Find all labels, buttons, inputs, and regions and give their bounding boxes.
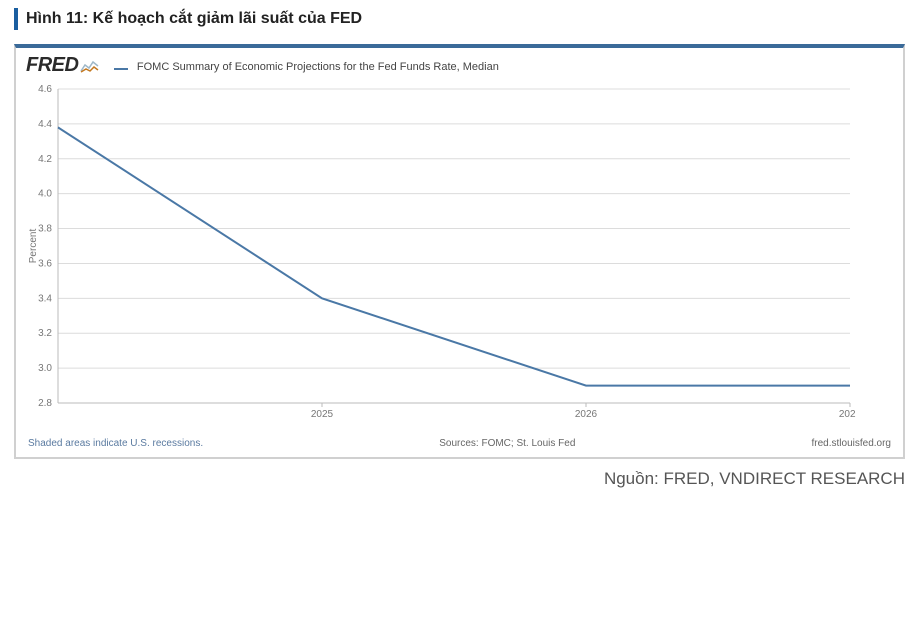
chart-footer: Shaded areas indicate U.S. recessions. S… <box>16 434 903 457</box>
svg-text:4.0: 4.0 <box>38 189 52 200</box>
footer-url: fred.stlouisfed.org <box>812 438 892 449</box>
svg-text:2026: 2026 <box>575 409 598 420</box>
figure-title-row: Hình 11: Kế hoạch cắt giảm lãi suất của … <box>0 0 919 44</box>
svg-text:4.6: 4.6 <box>38 84 52 95</box>
svg-text:2.8: 2.8 <box>38 398 52 409</box>
svg-text:2025: 2025 <box>311 409 334 420</box>
figure-title: Hình 11: Kế hoạch cắt giảm lãi suất của … <box>26 10 362 28</box>
svg-text:3.6: 3.6 <box>38 258 52 269</box>
legend-label: FOMC Summary of Economic Projections for… <box>137 61 499 73</box>
footer-sources: Sources: FOMC; St. Louis Fed <box>439 438 575 449</box>
chart-header: FRED FOMC Summary of Economic Projection… <box>16 48 903 79</box>
svg-text:3.2: 3.2 <box>38 328 52 339</box>
source-note: Nguồn: FRED, VNDIRECT RESEARCH <box>0 459 919 489</box>
svg-text:4.4: 4.4 <box>38 119 52 130</box>
plot-area: 2.8 3.0 3.2 3.4 3.6 3.8 4.0 4.2 4.4 4.6 2025 2026 20… <box>26 83 893 428</box>
fred-logo: FRED <box>26 54 100 77</box>
chart-frame: FRED FOMC Summary of Economic Projection… <box>14 44 905 459</box>
fred-logo-text: FRED <box>26 54 78 76</box>
fred-logo-chart-icon <box>80 59 100 73</box>
svg-text:2027: 2027 <box>839 409 856 420</box>
chart-svg: 2.8 3.0 3.2 3.4 3.6 3.8 4.0 4.2 4.4 4.6 2025 2026 20… <box>26 83 856 423</box>
footer-recession-note: Shaded areas indicate U.S. recessions. <box>28 438 203 449</box>
svg-text:3.8: 3.8 <box>38 224 52 235</box>
svg-text:4.2: 4.2 <box>38 154 52 165</box>
svg-text:3.0: 3.0 <box>38 363 52 374</box>
legend-swatch <box>114 68 128 70</box>
svg-text:Percent: Percent <box>28 229 39 264</box>
legend: FOMC Summary of Economic Projections for… <box>108 57 498 75</box>
svg-text:3.4: 3.4 <box>38 293 52 304</box>
title-accent-bar <box>14 8 18 30</box>
